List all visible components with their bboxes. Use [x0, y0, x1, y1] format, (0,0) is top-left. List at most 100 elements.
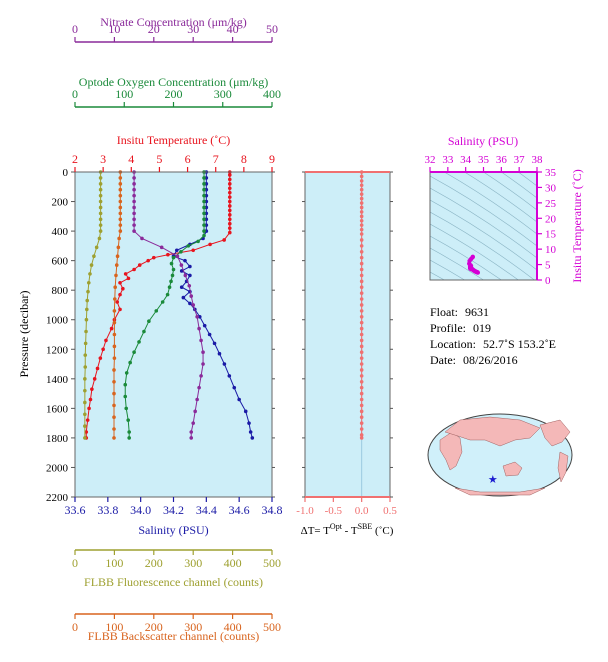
- temperature-point: [227, 177, 232, 182]
- pressure-tick-label: 400: [52, 226, 69, 238]
- salinity-tick-label: 34.6: [229, 503, 250, 517]
- fluorescence-tick-label: 500: [263, 556, 281, 570]
- oxygen-point: [202, 223, 206, 227]
- temperature-point: [123, 272, 128, 276]
- temperature-point: [227, 186, 232, 191]
- ts-temperature-tick-label: 10: [545, 244, 557, 256]
- delta-t-point: [359, 415, 364, 420]
- delta-t-point: [359, 279, 364, 284]
- fluorescence-point: [83, 400, 87, 405]
- fluorescence-point: [85, 307, 89, 312]
- backscatter-point: [112, 379, 116, 384]
- backscatter-tick-label: 200: [145, 620, 163, 634]
- temperature-point: [227, 204, 232, 208]
- temperature-tick-label: 4: [128, 152, 134, 166]
- oxygen-axis-label: Optode Oxygen Concentration (μm/kg): [79, 75, 268, 89]
- delta-t-point: [359, 326, 364, 331]
- fluorescence-point: [98, 229, 103, 233]
- oxygen-point: [147, 319, 151, 324]
- delta-t-axis-label: ΔT= TOpt - TSBE (˚C): [301, 522, 394, 537]
- fluorescence-point: [86, 280, 91, 285]
- delta-t-point: [359, 261, 364, 266]
- pressure-tick-label: 600: [52, 256, 69, 268]
- salinity-tick-label: 33.6: [65, 503, 86, 517]
- oxygen-point: [202, 217, 206, 222]
- temperature-series: [84, 170, 232, 440]
- location-info-row: Location: 52.7˚S 153.2˚E: [430, 336, 556, 352]
- delta-t-point: [359, 227, 364, 232]
- temperature-point: [227, 182, 232, 186]
- delta-t-point: [359, 223, 364, 227]
- date-value: 08/26/2016: [463, 353, 518, 367]
- ts-axes-group: 32 33 34 35 36 37 38 0 5 10 15 20 25 30 35: [425, 154, 557, 287]
- nitrate-point: [183, 273, 188, 278]
- nitrate-point: [195, 397, 199, 402]
- delta-t-point: [359, 344, 364, 349]
- backscatter-tick-label: 0: [72, 620, 78, 634]
- temperature-point: [92, 377, 97, 381]
- temperature-point: [227, 208, 232, 213]
- density-contour: [463, 172, 537, 223]
- temperature-point: [115, 300, 120, 304]
- ts-salinity-tick-label: 36: [496, 154, 508, 166]
- nitrate-axis-label: Nitrate Concentration (μm/kg): [100, 15, 246, 29]
- delta-t-point: [359, 285, 364, 290]
- delta-t-point: [359, 187, 364, 192]
- backscatter-point: [112, 368, 116, 372]
- fluorescence-point: [94, 245, 99, 250]
- fluorescence-tick-label: 200: [145, 556, 163, 570]
- density-contour: [500, 172, 537, 199]
- backscatter-point: [112, 415, 116, 420]
- nitrate-point: [199, 338, 203, 343]
- oxygen-series: [123, 170, 206, 440]
- delta-t-point: [359, 249, 364, 254]
- ts-salinity-axis-label: Salinity (PSU): [448, 134, 518, 148]
- oxygen-tick-label: 300: [214, 87, 232, 101]
- delta-t-axes-group: -1.0 -0.5 0.0 0.5: [296, 171, 397, 517]
- fluorescence-point: [83, 388, 87, 393]
- nitrate-point: [132, 211, 136, 216]
- nitrate-point: [191, 421, 195, 425]
- temperature-point: [118, 292, 122, 297]
- temperature-point: [87, 406, 91, 411]
- backscatter-point: [115, 254, 120, 259]
- oxygen-tick-label: 400: [263, 87, 281, 101]
- salinity-point: [179, 269, 184, 273]
- density-contour: [430, 211, 535, 280]
- ts-salinity-tick-label: 32: [425, 154, 436, 166]
- backscatter-point: [118, 223, 123, 227]
- temperature-point: [98, 356, 103, 360]
- fluorescence-point: [84, 317, 89, 322]
- oxygen-point: [202, 205, 206, 210]
- fluorescence-point: [92, 254, 96, 259]
- ts-temperature-tick-label: 35: [545, 167, 557, 179]
- temperature-point: [166, 252, 170, 257]
- salinity-point: [227, 374, 232, 378]
- land-eurasia: [444, 416, 541, 447]
- backscatter-point: [112, 320, 117, 325]
- land-north-america: [539, 419, 571, 447]
- delta-t-point: [359, 309, 364, 313]
- fluorescence-point: [89, 263, 94, 267]
- delta-t-panel: -1.0 -0.5 0.0 0.5 ΔT= TOpt - TSBE (˚C): [296, 170, 397, 537]
- nitrate-point: [189, 294, 194, 298]
- delta-t-tick-label: 0.0: [355, 505, 369, 517]
- nitrate-point: [189, 436, 194, 440]
- oxygen-point: [171, 255, 176, 260]
- temperature-point: [227, 230, 232, 235]
- temperature-point: [132, 267, 136, 272]
- oxygen-point: [123, 394, 128, 399]
- delta-t-point: [359, 436, 364, 440]
- oxygen-point: [124, 371, 129, 375]
- ts-diagram-panel: 32 33 34 35 36 37 38 0 5 10 15 20 25 30 35 Salinity (P…: [425, 134, 585, 287]
- delta-t-point: [359, 201, 364, 205]
- nitrate-point: [132, 217, 136, 222]
- nitrate-point: [191, 303, 195, 307]
- backscatter-tick-label: 400: [224, 620, 242, 634]
- backscatter-point: [118, 211, 123, 216]
- location-value: 52.7˚S 153.2˚E: [482, 337, 556, 351]
- ts-salinity-tick-label: 33: [442, 154, 454, 166]
- delta-t-point: [359, 320, 364, 325]
- salinity-point: [202, 323, 207, 328]
- oxygen-tick-label: 200: [165, 87, 183, 101]
